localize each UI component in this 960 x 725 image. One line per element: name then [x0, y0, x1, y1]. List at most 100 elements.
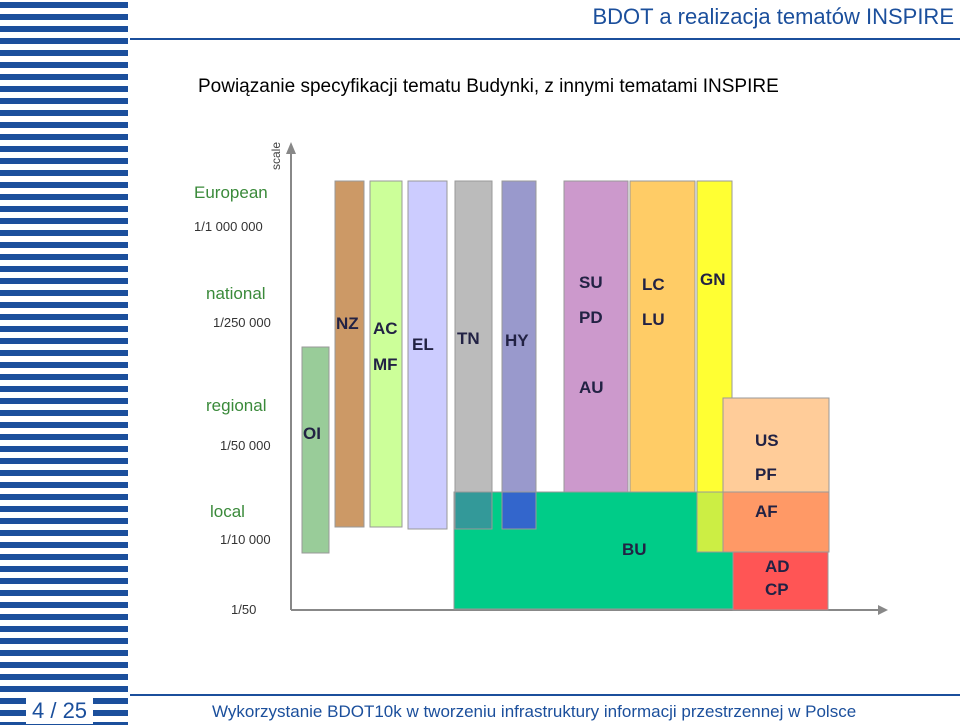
stripe — [0, 206, 128, 212]
stripe — [0, 578, 128, 584]
stripe — [0, 14, 128, 20]
theme-label: NZ — [336, 314, 359, 333]
theme-el: EL — [407, 180, 448, 530]
stripe — [0, 374, 128, 380]
x-axis-arrow — [878, 605, 888, 615]
header-title: BDOT a realizacja tematów INSPIRE — [592, 4, 955, 29]
stripe — [0, 218, 128, 224]
stripe — [0, 314, 128, 320]
stripe — [0, 290, 128, 296]
stripe — [0, 230, 128, 236]
stripe — [0, 458, 128, 464]
stripe — [0, 302, 128, 308]
theme-label: AU — [579, 378, 604, 397]
theme-ac-mf: AC MF — [369, 180, 403, 528]
stripe — [0, 470, 128, 476]
scale-level-building: 1/50 — [231, 602, 256, 617]
level-scale: 1/50 000 — [220, 438, 271, 453]
theme-label: LU — [642, 310, 665, 329]
stripe — [0, 26, 128, 32]
stripe — [0, 266, 128, 272]
stripe — [0, 386, 128, 392]
stripe — [0, 158, 128, 164]
stripe — [0, 86, 128, 92]
stripe — [0, 134, 128, 140]
axis-label-scale: scale — [269, 142, 283, 170]
stripe — [0, 650, 128, 656]
theme-label: PD — [579, 308, 603, 327]
stripe — [0, 674, 128, 680]
theme-label: BU — [622, 540, 647, 559]
stripe — [0, 446, 128, 452]
theme-label: HY — [505, 331, 529, 350]
scale-level-national: national 1/250 000 — [206, 284, 271, 330]
stripe — [0, 662, 128, 668]
theme-af: AF — [722, 491, 830, 553]
stripe — [0, 686, 128, 692]
level-name: national — [206, 284, 266, 303]
scale-level-local: local 1/10 000 — [210, 502, 271, 547]
stripe — [0, 194, 128, 200]
theme-label: GN — [700, 270, 726, 289]
theme-label: SU — [579, 273, 603, 292]
theme-lc-lu: LC LU — [629, 180, 696, 493]
stripe — [0, 506, 128, 512]
decorative-stripes — [0, 2, 128, 725]
theme-label: MF — [373, 355, 398, 374]
stripe — [0, 38, 128, 44]
theme-su-pd-au: SU PD AU — [563, 180, 629, 493]
stripe — [0, 146, 128, 152]
level-scale: 1/50 — [231, 602, 256, 617]
level-scale: 1/1 000 000 — [194, 219, 263, 234]
theme-label: TN — [457, 329, 480, 348]
slide-subtitle: Powiązanie specyfikacji tematu Budynki, … — [198, 76, 779, 97]
theme-label: AC — [373, 319, 398, 338]
stripe — [0, 482, 128, 488]
header-divider — [130, 38, 960, 40]
stripe — [0, 242, 128, 248]
stripe — [0, 110, 128, 116]
stripe — [0, 554, 128, 560]
stripe — [0, 278, 128, 284]
theme-oi: OI — [301, 346, 330, 554]
stripe — [0, 254, 128, 260]
level-scale: 1/250 000 — [213, 315, 271, 330]
stripe — [0, 626, 128, 632]
theme-scale-diagram: scale European 1/1 000 000 national 1/25… — [194, 142, 888, 617]
theme-label: AF — [755, 502, 778, 521]
stripe — [0, 122, 128, 128]
stripe — [0, 614, 128, 620]
stripe — [0, 62, 128, 68]
theme-hy: HY — [501, 180, 537, 530]
stripe — [0, 2, 128, 8]
level-scale: 1/10 000 — [220, 532, 271, 547]
stripe — [0, 350, 128, 356]
stripe — [0, 422, 128, 428]
theme-label: AD — [765, 557, 790, 576]
theme-label: US — [755, 431, 779, 450]
stripe — [0, 494, 128, 500]
theme-label: EL — [412, 335, 434, 354]
theme-label: CP — [765, 580, 789, 599]
stripe — [0, 434, 128, 440]
stripe — [0, 50, 128, 56]
stripe — [0, 566, 128, 572]
stripe — [0, 530, 128, 536]
stripe — [0, 638, 128, 644]
level-name: European — [194, 183, 268, 202]
stripe — [0, 398, 128, 404]
stripe — [0, 590, 128, 596]
theme-nz: NZ — [334, 180, 365, 528]
scale-level-european: European 1/1 000 000 — [194, 183, 268, 234]
stripe — [0, 98, 128, 104]
theme-label: OI — [303, 424, 321, 443]
scale-level-regional: regional 1/50 000 — [206, 396, 271, 453]
stripe — [0, 170, 128, 176]
page-number: 4 / 25 — [26, 698, 94, 724]
theme-label: LC — [642, 275, 665, 294]
stripe — [0, 362, 128, 368]
theme-label: PF — [755, 465, 777, 484]
stripe — [0, 602, 128, 608]
stripe — [0, 410, 128, 416]
level-name: regional — [206, 396, 267, 415]
